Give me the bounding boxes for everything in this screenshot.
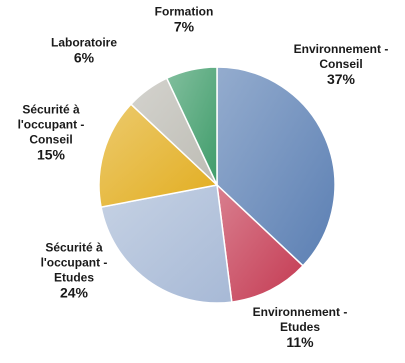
slice-label-text: l'occupant - xyxy=(41,256,108,270)
slice-percent-label: 11% xyxy=(286,334,314,350)
pie-slice xyxy=(216,66,336,267)
slice-label-text: Sécurité à xyxy=(45,241,103,255)
slice-percent-label: 15% xyxy=(37,147,66,163)
slice-label-text: Environnement - xyxy=(253,305,348,319)
slice-percent-label: 6% xyxy=(74,50,95,66)
slice-label-text: Laboratoire xyxy=(51,36,117,50)
slice-percent-label: 24% xyxy=(60,285,89,301)
slice-label-text: Conseil xyxy=(29,133,72,147)
pie-slice xyxy=(98,103,219,208)
slice-label-text: l'occupant - xyxy=(18,118,85,132)
slice-label-text: Sécurité à xyxy=(22,103,80,117)
slice-percent-label: 37% xyxy=(327,71,356,87)
slice-label-text: Formation xyxy=(155,5,214,19)
pie-slice xyxy=(100,184,233,304)
slice-label-text: Etudes xyxy=(54,271,94,285)
slice-label-text: Environnement - xyxy=(294,42,389,56)
slice-percent-label: 7% xyxy=(174,19,195,35)
pie-slice xyxy=(215,183,305,303)
slice-label-text: Etudes xyxy=(280,320,320,334)
pie-slices xyxy=(98,66,336,304)
slice-label-text: Conseil xyxy=(319,57,362,71)
pie-slice xyxy=(165,66,218,186)
